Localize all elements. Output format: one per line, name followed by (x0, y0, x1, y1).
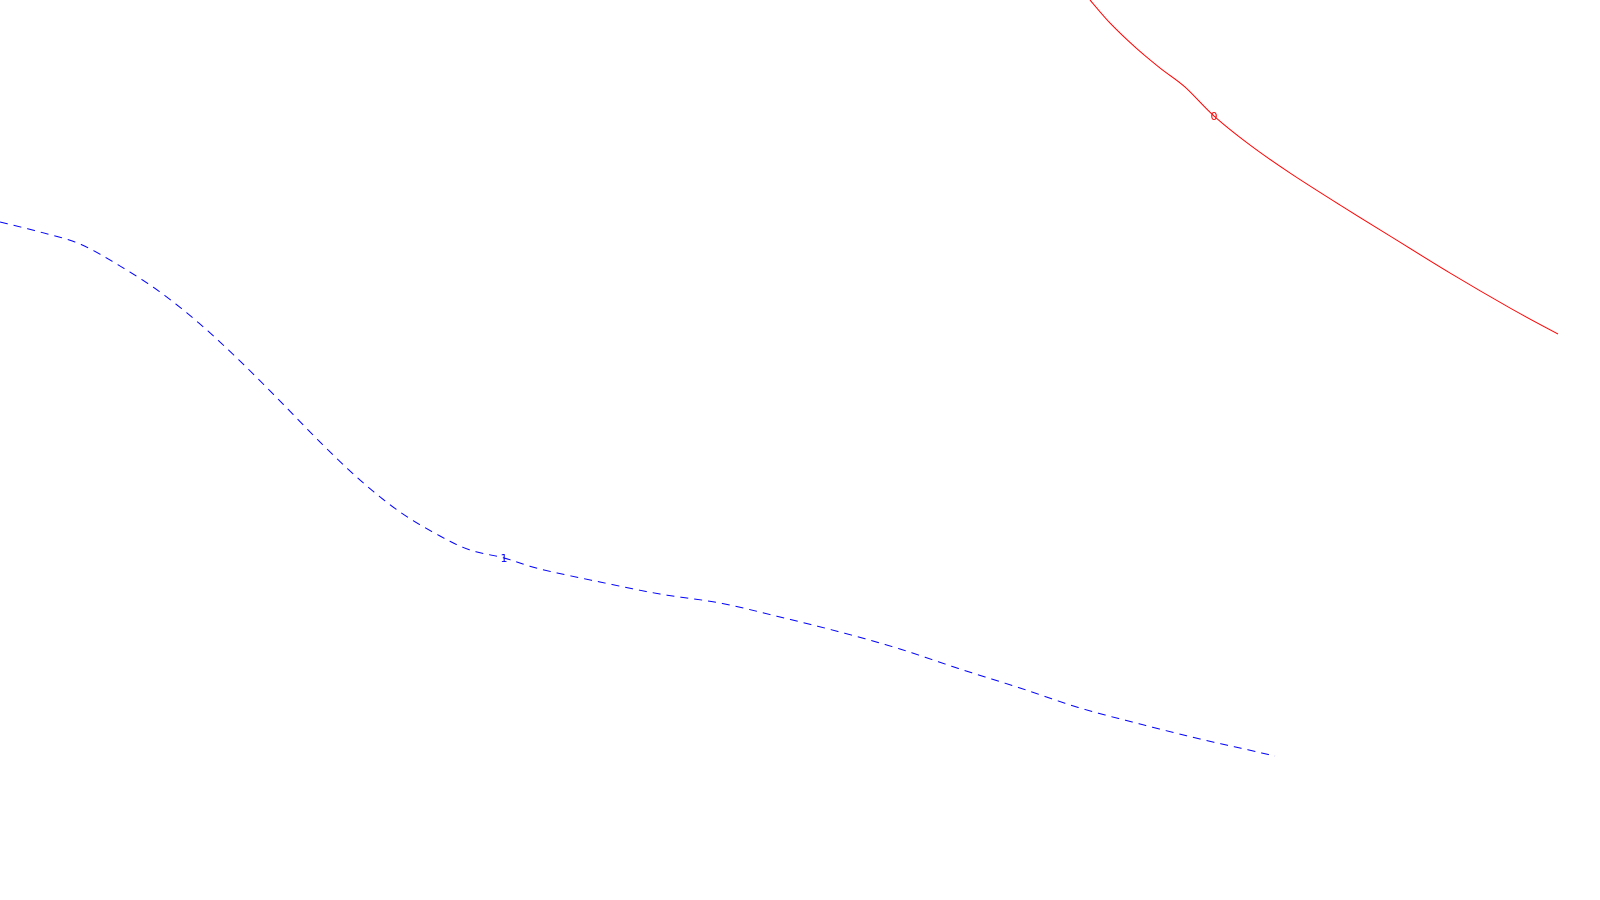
contour-line-1 (0, 221, 1276, 757)
contour-label-0: 0 (1211, 110, 1218, 123)
contour-labels-layer: 01 (501, 110, 1218, 565)
contour-line-0 (1089, 0, 1559, 335)
contour-label-1: 1 (501, 552, 508, 565)
contour-lines-layer (0, 0, 1559, 757)
